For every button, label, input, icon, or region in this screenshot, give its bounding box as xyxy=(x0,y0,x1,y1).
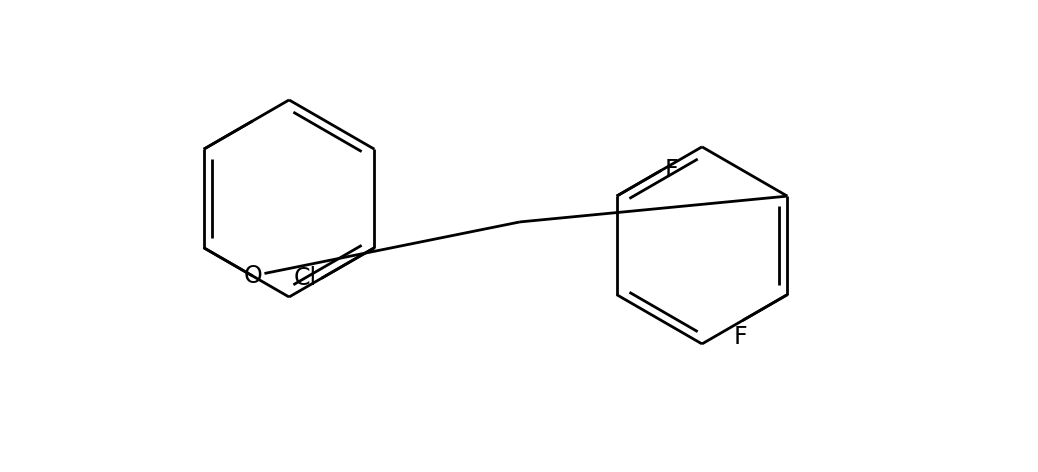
Text: F: F xyxy=(734,325,747,349)
Text: F: F xyxy=(665,158,679,182)
Text: Cl: Cl xyxy=(294,266,317,290)
Text: O: O xyxy=(243,264,262,288)
